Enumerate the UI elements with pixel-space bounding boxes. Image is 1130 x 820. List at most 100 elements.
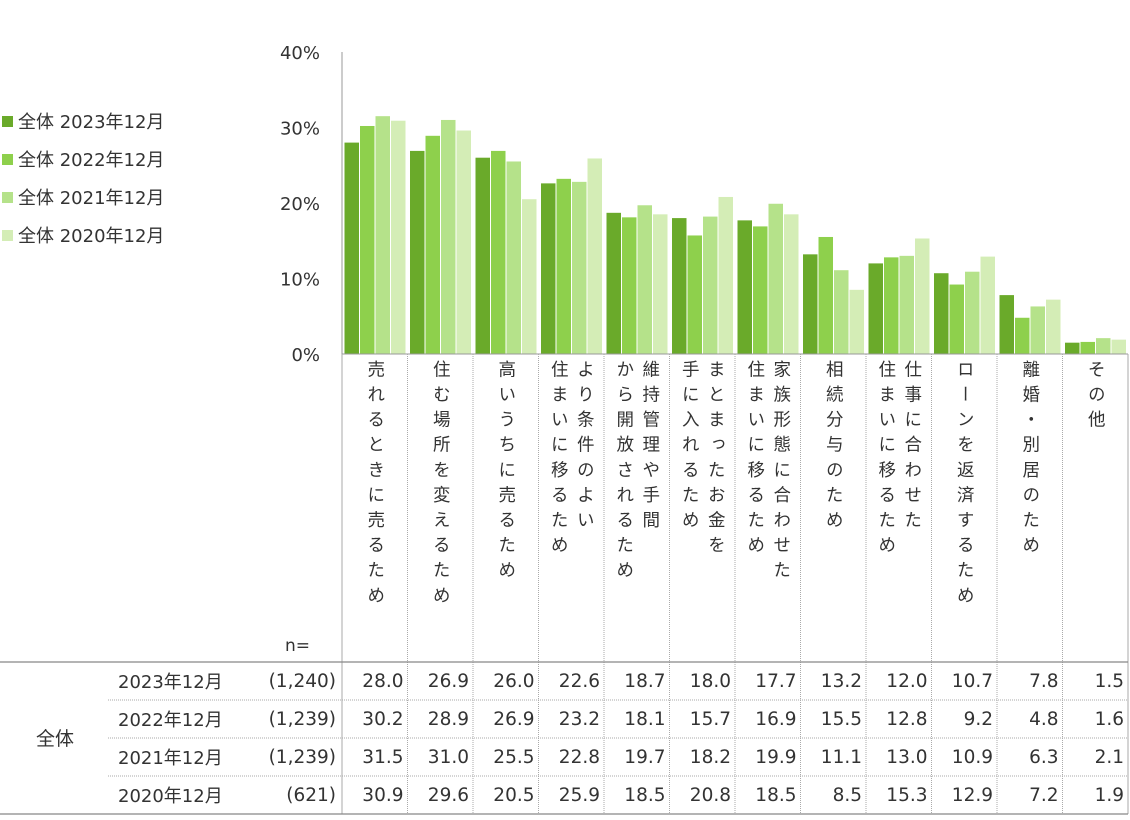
table-cell: 18.7	[624, 670, 666, 692]
legend-label: 全体 2020年12月	[18, 226, 165, 247]
category-label-line: 相続分与のため	[823, 360, 844, 536]
table-row: 2020年12月 (621) 30.9 29.6 20.5 25.9 18.5 20.8 18.…	[0, 776, 1130, 814]
bar	[849, 289, 864, 354]
category-label-line: 家族形態に合わせた	[770, 360, 791, 586]
table-cell: 12.8	[886, 708, 928, 730]
category-label: まとまったお金を 手に入れるため	[670, 360, 736, 650]
bar	[1046, 299, 1061, 354]
table-cell: 31.0	[427, 746, 469, 768]
table-cell: 16.9	[755, 708, 797, 730]
row-period-label: 2022年12月	[118, 710, 223, 731]
table-cell: 15.7	[689, 708, 731, 730]
row-sample-size: (621)	[286, 784, 336, 806]
table-cell: 10.7	[951, 670, 993, 692]
y-tick-label: 40%	[280, 43, 320, 64]
legend-item-2023: 全体 2023年12月	[2, 102, 164, 140]
table-cell: 9.2	[963, 708, 993, 730]
category-label-line: 仕事に合わせた	[901, 360, 922, 536]
bar	[541, 183, 556, 354]
table-row: 2023年12月 (1,240) 28.0 26.9 26.0 22.6 18.7 18.0 1…	[0, 662, 1130, 700]
category-label: ローンを返済するため	[932, 360, 998, 650]
category-label: 離婚・別居のため	[997, 360, 1063, 650]
bar	[637, 205, 652, 354]
bar	[522, 199, 537, 354]
bar	[606, 212, 621, 354]
category-label-line: 住まいに移るため	[548, 360, 569, 561]
bar	[475, 157, 490, 354]
table-cell: 26.9	[493, 708, 535, 730]
bar	[980, 256, 995, 354]
bar	[622, 217, 637, 354]
bar	[703, 216, 718, 354]
bar	[1111, 339, 1126, 354]
bar	[1096, 338, 1111, 354]
category-label: より条件のよい 住まいに移るため	[539, 360, 605, 650]
n-label: n=	[285, 636, 311, 656]
table-cell: 15.5	[820, 708, 862, 730]
category-label-line: 離婚・別居のため	[1019, 360, 1040, 561]
bar	[868, 263, 883, 354]
bar	[653, 214, 668, 354]
table-cell: 6.3	[1029, 746, 1059, 768]
bar	[934, 273, 949, 354]
legend-label: 全体 2022年12月	[18, 150, 165, 171]
bar	[441, 119, 456, 354]
category-label-line: ローンを返済するため	[954, 360, 975, 611]
bar	[753, 226, 768, 354]
legend-label: 全体 2021年12月	[18, 188, 165, 209]
table-cell: 20.5	[493, 784, 535, 806]
table-cell: 18.5	[624, 784, 666, 806]
table-cell: 12.9	[951, 784, 993, 806]
bar	[949, 284, 964, 354]
table-cell: 10.9	[951, 746, 993, 768]
table-cell: 1.6	[1094, 708, 1124, 730]
legend-item-2022: 全体 2022年12月	[2, 140, 164, 178]
table-cell: 26.0	[493, 670, 535, 692]
table-cell: 11.1	[820, 746, 862, 768]
bar	[506, 161, 521, 354]
bar	[375, 116, 390, 354]
legend-swatch	[2, 153, 13, 165]
legend: 全体 2023年12月 全体 2022年12月 全体 2021年12月 全体 2…	[2, 102, 164, 254]
table-cell: 25.9	[558, 784, 600, 806]
table-cell: 26.9	[427, 670, 469, 692]
category-label: 高いうちに売るため	[473, 360, 539, 650]
legend-item-2021: 全体 2021年12月	[2, 178, 164, 216]
category-label-line: 維持管理や手間	[639, 360, 660, 536]
table-cell: 30.9	[362, 784, 404, 806]
table-cell: 22.6	[558, 670, 600, 692]
bar	[344, 142, 359, 354]
table-cell: 17.7	[755, 670, 797, 692]
table-cell: 13.2	[820, 670, 862, 692]
table-cell: 15.3	[886, 784, 928, 806]
bar	[899, 255, 914, 354]
table-cell: 19.9	[755, 746, 797, 768]
table-cell: 7.2	[1029, 784, 1059, 806]
table-cell: 25.5	[493, 746, 535, 768]
bar	[556, 178, 571, 354]
table-cell: 19.7	[624, 746, 666, 768]
bar	[737, 220, 752, 354]
bar	[718, 196, 733, 354]
table-cell: 28.9	[427, 708, 469, 730]
table-cell: 12.0	[886, 670, 928, 692]
bar	[672, 218, 687, 354]
bar	[915, 238, 930, 354]
table-cell: 31.5	[362, 746, 404, 768]
bar	[818, 236, 833, 354]
category-label: 住む場所を変えるため	[408, 360, 474, 650]
legend-swatch	[2, 229, 13, 241]
category-label-line: 手に入れるため	[679, 360, 700, 536]
table-cell: 7.8	[1029, 670, 1059, 692]
legend-swatch	[2, 115, 13, 127]
table-cell: 18.1	[624, 708, 666, 730]
bar	[360, 125, 375, 355]
category-label: その他	[1063, 360, 1129, 650]
y-tick-label: 10%	[280, 270, 320, 291]
table-cell: 1.5	[1094, 670, 1124, 692]
table-cell: 18.0	[689, 670, 731, 692]
bar	[1030, 306, 1045, 354]
legend-item-2020: 全体 2020年12月	[2, 216, 164, 254]
bar	[491, 150, 506, 354]
legend-label: 全体 2023年12月	[18, 112, 165, 133]
